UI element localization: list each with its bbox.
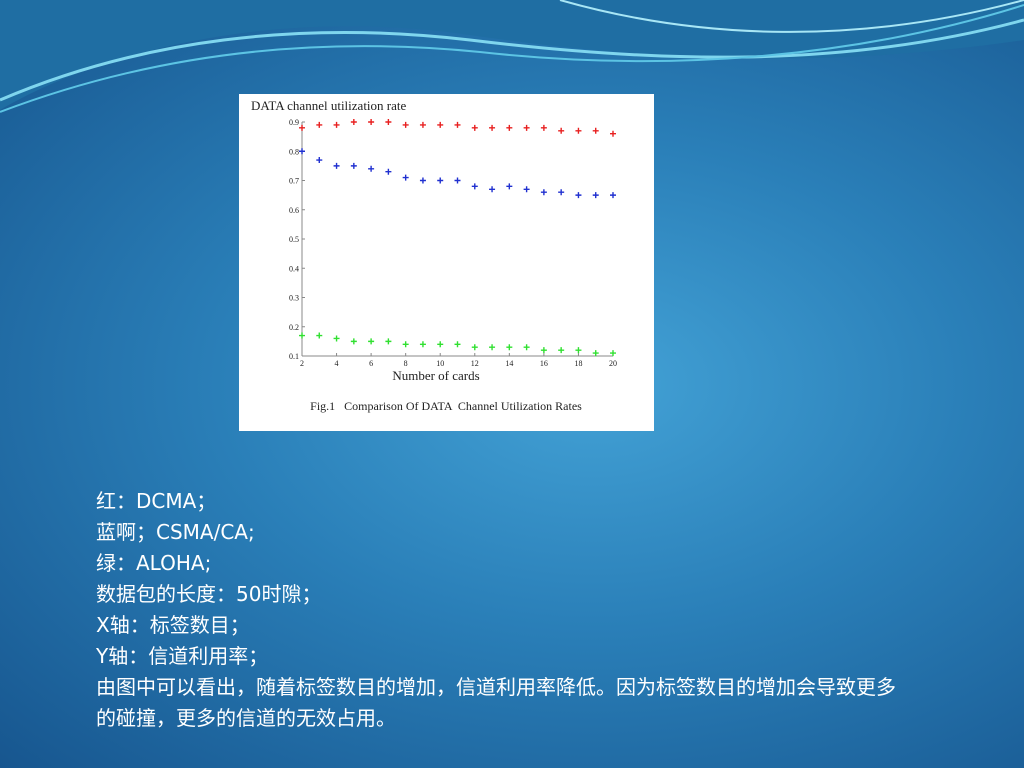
point <box>402 174 409 181</box>
note-line: Y轴：信道利用率； <box>96 644 269 668</box>
point <box>333 121 340 128</box>
point <box>333 335 340 342</box>
y-tick-label: 0.1 <box>289 352 299 361</box>
point <box>385 168 392 175</box>
point <box>592 127 599 134</box>
y-tick-label: 0.3 <box>289 294 299 303</box>
point <box>299 124 305 131</box>
point <box>610 192 616 199</box>
wave-line <box>559 0 1024 33</box>
point <box>350 162 357 169</box>
point <box>506 344 513 351</box>
point <box>437 177 444 184</box>
point <box>471 344 478 351</box>
wave-line <box>0 18 1024 102</box>
x-tick-label: 4 <box>335 359 339 368</box>
x-tick-label: 6 <box>369 359 373 368</box>
chart-background <box>239 94 654 431</box>
point <box>385 119 392 125</box>
point <box>368 165 375 172</box>
point <box>299 332 305 339</box>
point <box>523 186 530 193</box>
point <box>454 177 461 184</box>
point <box>471 183 478 190</box>
note-line: 红：DCMA； <box>96 489 217 513</box>
point <box>419 121 426 128</box>
point <box>437 121 444 128</box>
x-tick-label: 12 <box>471 359 479 368</box>
x-tick-label: 16 <box>540 359 548 368</box>
note-line: 数据包的长度：50时隙； <box>96 582 322 606</box>
point <box>419 177 426 184</box>
point <box>471 124 478 131</box>
x-tick-label: 14 <box>505 359 513 368</box>
point <box>575 192 582 199</box>
notes: 红：DCMA； 蓝啊；CSMA/CA; 绿：ALOHA; 数据包的长度：50时隙； X轴… <box>96 486 896 734</box>
point <box>316 332 323 339</box>
y-tick-label: 0.2 <box>289 323 299 332</box>
chart-title: DATA channel utilization rate <box>251 98 407 113</box>
point <box>316 157 323 164</box>
x-tick-label: 8 <box>404 359 408 368</box>
y-tick-label: 0.9 <box>289 118 299 127</box>
note-line: X轴：标签数目； <box>96 613 250 637</box>
point <box>558 189 565 196</box>
point <box>540 189 547 196</box>
y-tick-label: 0.4 <box>289 264 299 273</box>
point <box>299 148 305 155</box>
x-tick-label: 10 <box>436 359 444 368</box>
wave-line <box>0 4 1024 113</box>
point <box>333 162 340 169</box>
point <box>610 130 616 137</box>
point <box>489 124 496 131</box>
x-axis-label: Number of cards <box>392 368 479 383</box>
point <box>523 344 530 351</box>
note-line: 由图中可以看出，随着标签数目的增加，信道利用率降低。因为标签数目的增加会导致更多… <box>96 675 896 730</box>
y-tick-label: 0.7 <box>289 177 299 186</box>
point <box>489 186 496 193</box>
point <box>540 124 547 131</box>
x-tick-label: 2 <box>300 359 304 368</box>
point <box>419 341 426 348</box>
point <box>523 124 530 131</box>
caption: Fig.1 Comparison Of DATA Channel Utiliza… <box>310 399 582 413</box>
point <box>316 121 323 128</box>
chart: DATA channel utilization rate Number of … <box>239 94 654 431</box>
point <box>540 347 547 354</box>
point <box>368 119 375 125</box>
note-line: 绿：ALOHA; <box>96 551 212 575</box>
x-tick-label: 18 <box>574 359 582 368</box>
point <box>454 121 461 128</box>
point <box>575 347 582 354</box>
x-tick-label: 20 <box>609 359 617 368</box>
point <box>506 124 513 131</box>
point <box>350 338 357 345</box>
point <box>558 347 565 354</box>
point <box>592 350 599 357</box>
point <box>592 192 599 199</box>
point <box>385 338 392 345</box>
point <box>489 344 496 351</box>
y-tick-label: 0.5 <box>289 235 299 244</box>
point <box>368 338 375 345</box>
note-line: 蓝啊；CSMA/CA; <box>96 520 255 544</box>
point <box>402 121 409 128</box>
point <box>610 350 616 357</box>
point <box>558 127 565 134</box>
point <box>506 183 513 190</box>
wave <box>0 0 1024 110</box>
point <box>402 341 409 348</box>
y-tick-label: 0.6 <box>289 206 299 215</box>
point <box>575 127 582 134</box>
point <box>437 341 444 348</box>
point <box>350 119 357 125</box>
point <box>454 341 461 348</box>
y-tick-label: 0.8 <box>289 147 299 156</box>
